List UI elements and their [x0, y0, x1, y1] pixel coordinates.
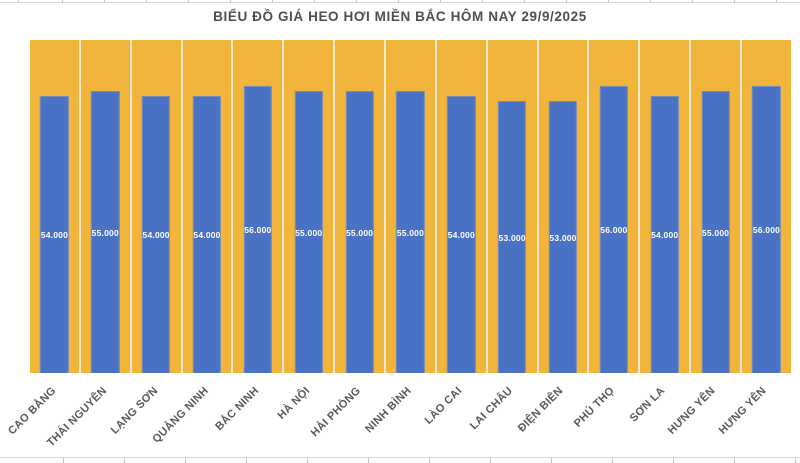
bar-value-label: 55.000	[295, 227, 323, 238]
bar-value-label: 54.000	[651, 230, 679, 241]
plot-column: 56.000	[233, 40, 285, 373]
bar: 55.000	[294, 91, 323, 373]
bar: 55.000	[345, 91, 374, 373]
bar-value-label: 54.000	[193, 230, 221, 241]
plot-column: 55.000	[80, 40, 132, 373]
bar: 56.000	[243, 86, 273, 373]
bar: 54.000	[447, 96, 476, 373]
bar: 54.000	[40, 96, 69, 373]
bar: 56.000	[599, 86, 629, 373]
category-axis: CAO BẰNG THÁI NGUYÊN LẠNG SƠN QUẢNG NINH BẮC…	[6, 373, 791, 457]
axis-cell: BẮC NINH	[213, 373, 284, 457]
bar-value-label: 53.000	[498, 232, 526, 243]
plot-column: 55.000	[691, 40, 743, 373]
plot-column: 54.000	[182, 40, 234, 373]
bar: 55.000	[396, 91, 425, 373]
bar-value-label: 56.000	[600, 225, 628, 236]
bar: 55.000	[701, 91, 730, 373]
bar: 53.000	[548, 101, 578, 373]
bar: 53.000	[497, 101, 527, 373]
plot-column: 56.000	[589, 40, 641, 373]
bar-value-label: 55.000	[701, 227, 730, 238]
bar-value-label: 54.000	[142, 230, 170, 241]
bar-value-label: 55.000	[91, 227, 119, 238]
bar-value-label: 53.000	[549, 232, 577, 243]
bar-value-label: 55.000	[345, 227, 374, 238]
chart-title: BIỂU ĐỒ GIÁ HEO HƠI MIỀN BẮC HÔM NAY 29/…	[213, 9, 587, 24]
bar-value-label: 54.000	[40, 230, 69, 241]
pig-price-bar-chart[interactable]: BIỂU ĐỒ GIÁ HEO HƠI MIỀN BẮC HÔM NAY 29/…	[0, 3, 800, 457]
bar-value-label: 56.000	[752, 225, 781, 236]
bar: 56.000	[752, 86, 781, 373]
plot-column: 53.000	[487, 40, 539, 373]
bar: 54.000	[141, 96, 171, 373]
axis-cell: HƯNG YÊN	[717, 373, 791, 457]
plot-column: 54.000	[30, 40, 81, 373]
bar: 54.000	[192, 96, 222, 373]
plot-column: 54.000	[640, 40, 692, 373]
plot-column: 56.000	[742, 40, 791, 373]
bar-value-label: 54.000	[447, 230, 475, 241]
plot-column: 55.000	[386, 40, 437, 373]
plot-column: 55.000	[284, 40, 336, 373]
plot-column: 54.000	[436, 40, 488, 373]
bar-value-label: 55.000	[396, 227, 425, 238]
plot-column: 54.000	[131, 40, 183, 373]
category-label: CAO BẰNG	[6, 384, 59, 438]
spreadsheet-gridline-bottom	[0, 457, 800, 463]
plot-column: 53.000	[538, 40, 590, 373]
bar: 55.000	[91, 91, 120, 373]
bar-value-label: 56.000	[244, 225, 272, 236]
plot-column: 55.000	[335, 40, 387, 373]
spreadsheet-gridline-top	[0, 0, 800, 3]
bar: 54.000	[650, 96, 679, 373]
plot-area: 54.000 55.000 54.000 54.000 56.000 55.000 55.0…	[30, 40, 791, 373]
